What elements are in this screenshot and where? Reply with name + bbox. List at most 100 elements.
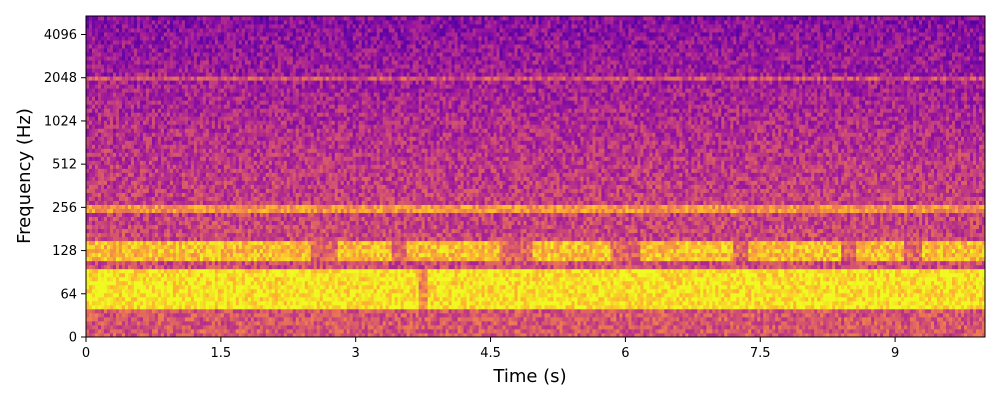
heatmap-cell: [440, 325, 443, 329]
heatmap-cell: [919, 321, 922, 325]
heatmap-cell: [676, 325, 679, 329]
heatmap-cell: [443, 329, 446, 333]
heatmap-cell: [763, 329, 766, 333]
heatmap-cell: [847, 329, 850, 333]
heatmap-cell: [577, 329, 580, 333]
heatmap-cell: [679, 321, 682, 325]
heatmap-cell: [844, 325, 847, 329]
heatmap-cell: [299, 317, 302, 321]
heatmap-cell: [937, 321, 940, 325]
heatmap-cell: [149, 317, 152, 321]
heatmap-cell: [796, 325, 799, 329]
heatmap-cell: [694, 321, 697, 325]
heatmap-cell: [616, 325, 619, 329]
heatmap-cell: [122, 321, 125, 325]
heatmap-cell: [98, 317, 101, 321]
heatmap-cell: [188, 325, 191, 329]
heatmap-cell: [203, 317, 206, 321]
heatmap-cell: [260, 325, 263, 329]
heatmap-cell: [140, 317, 143, 321]
heatmap-cell: [736, 329, 739, 333]
heatmap-cell: [416, 317, 419, 321]
heatmap-cell: [392, 329, 395, 333]
heatmap-cell: [928, 329, 931, 333]
heatmap-cell: [503, 321, 506, 325]
heatmap-cell: [886, 325, 889, 329]
heatmap-cell: [302, 317, 305, 321]
heatmap-cell: [949, 329, 952, 333]
heatmap-cell: [398, 329, 401, 333]
heatmap-cell: [146, 317, 149, 321]
heatmap-cell: [889, 321, 892, 325]
heatmap-cell: [368, 329, 371, 333]
heatmap-cell: [299, 321, 302, 325]
heatmap-cell: [419, 329, 422, 333]
heatmap-cell: [856, 325, 859, 329]
heatmap-cell: [595, 325, 598, 329]
heatmap-cell: [113, 317, 116, 321]
heatmap-cell: [553, 329, 556, 333]
heatmap-cell: [550, 317, 553, 321]
heatmap-cell: [832, 329, 835, 333]
heatmap-cell: [748, 321, 751, 325]
heatmap-cell: [497, 317, 500, 321]
heatmap-cell: [703, 329, 706, 333]
heatmap-cell: [733, 329, 736, 333]
heatmap-cell: [335, 329, 338, 333]
heatmap-cell: [269, 317, 272, 321]
heatmap-cell: [500, 325, 503, 329]
heatmap-cell: [826, 325, 829, 329]
heatmap-cell: [410, 325, 413, 329]
heatmap-cell: [470, 321, 473, 325]
heatmap-cell: [937, 325, 940, 329]
heatmap-cell: [305, 325, 308, 329]
heatmap-cell: [269, 329, 272, 333]
heatmap-cell: [245, 329, 248, 333]
heatmap-cell: [571, 329, 574, 333]
heatmap-cell: [521, 317, 524, 321]
heatmap-cell: [766, 321, 769, 325]
heatmap-cell: [631, 325, 634, 329]
heatmap-cell: [422, 325, 425, 329]
heatmap-cell: [248, 325, 251, 329]
heatmap-cell: [239, 329, 242, 333]
heatmap-cell: [550, 321, 553, 325]
heatmap-cell: [832, 321, 835, 325]
heatmap-cell: [239, 321, 242, 325]
heatmap-cell: [685, 329, 688, 333]
heatmap-cell: [694, 325, 697, 329]
heatmap-cell: [206, 321, 209, 325]
heatmap-cell: [533, 329, 536, 333]
heatmap-cell: [392, 317, 395, 321]
heatmap-cell: [604, 325, 607, 329]
heatmap-cell: [541, 325, 544, 329]
heatmap-cell: [422, 317, 425, 321]
heatmap-cell: [844, 329, 847, 333]
heatmap-cell: [503, 317, 506, 321]
heatmap-cell: [553, 325, 556, 329]
heatmap-cell: [125, 317, 128, 321]
heatmap-cell: [871, 329, 874, 333]
heatmap-cell: [883, 321, 886, 325]
heatmap-cell: [434, 317, 437, 321]
heatmap-cell: [530, 321, 533, 325]
heatmap-cell: [194, 325, 197, 329]
heatmap-cell: [212, 321, 215, 325]
heatmap-cell: [158, 325, 161, 329]
heatmap-cell: [883, 325, 886, 329]
heatmap-cell: [167, 321, 170, 325]
heatmap-cell: [880, 321, 883, 325]
heatmap-cell: [577, 321, 580, 325]
heatmap-cell: [245, 317, 248, 321]
heatmap-cell: [556, 325, 559, 329]
heatmap-cell: [877, 321, 880, 325]
heatmap-cell: [482, 321, 485, 325]
heatmap-cell: [946, 321, 949, 325]
heatmap-cell: [257, 321, 260, 325]
heatmap-cell: [539, 329, 542, 333]
heatmap-cell: [601, 325, 604, 329]
heatmap-cell: [353, 329, 356, 333]
heatmap-cell: [209, 329, 212, 333]
heatmap-cell: [769, 329, 772, 333]
